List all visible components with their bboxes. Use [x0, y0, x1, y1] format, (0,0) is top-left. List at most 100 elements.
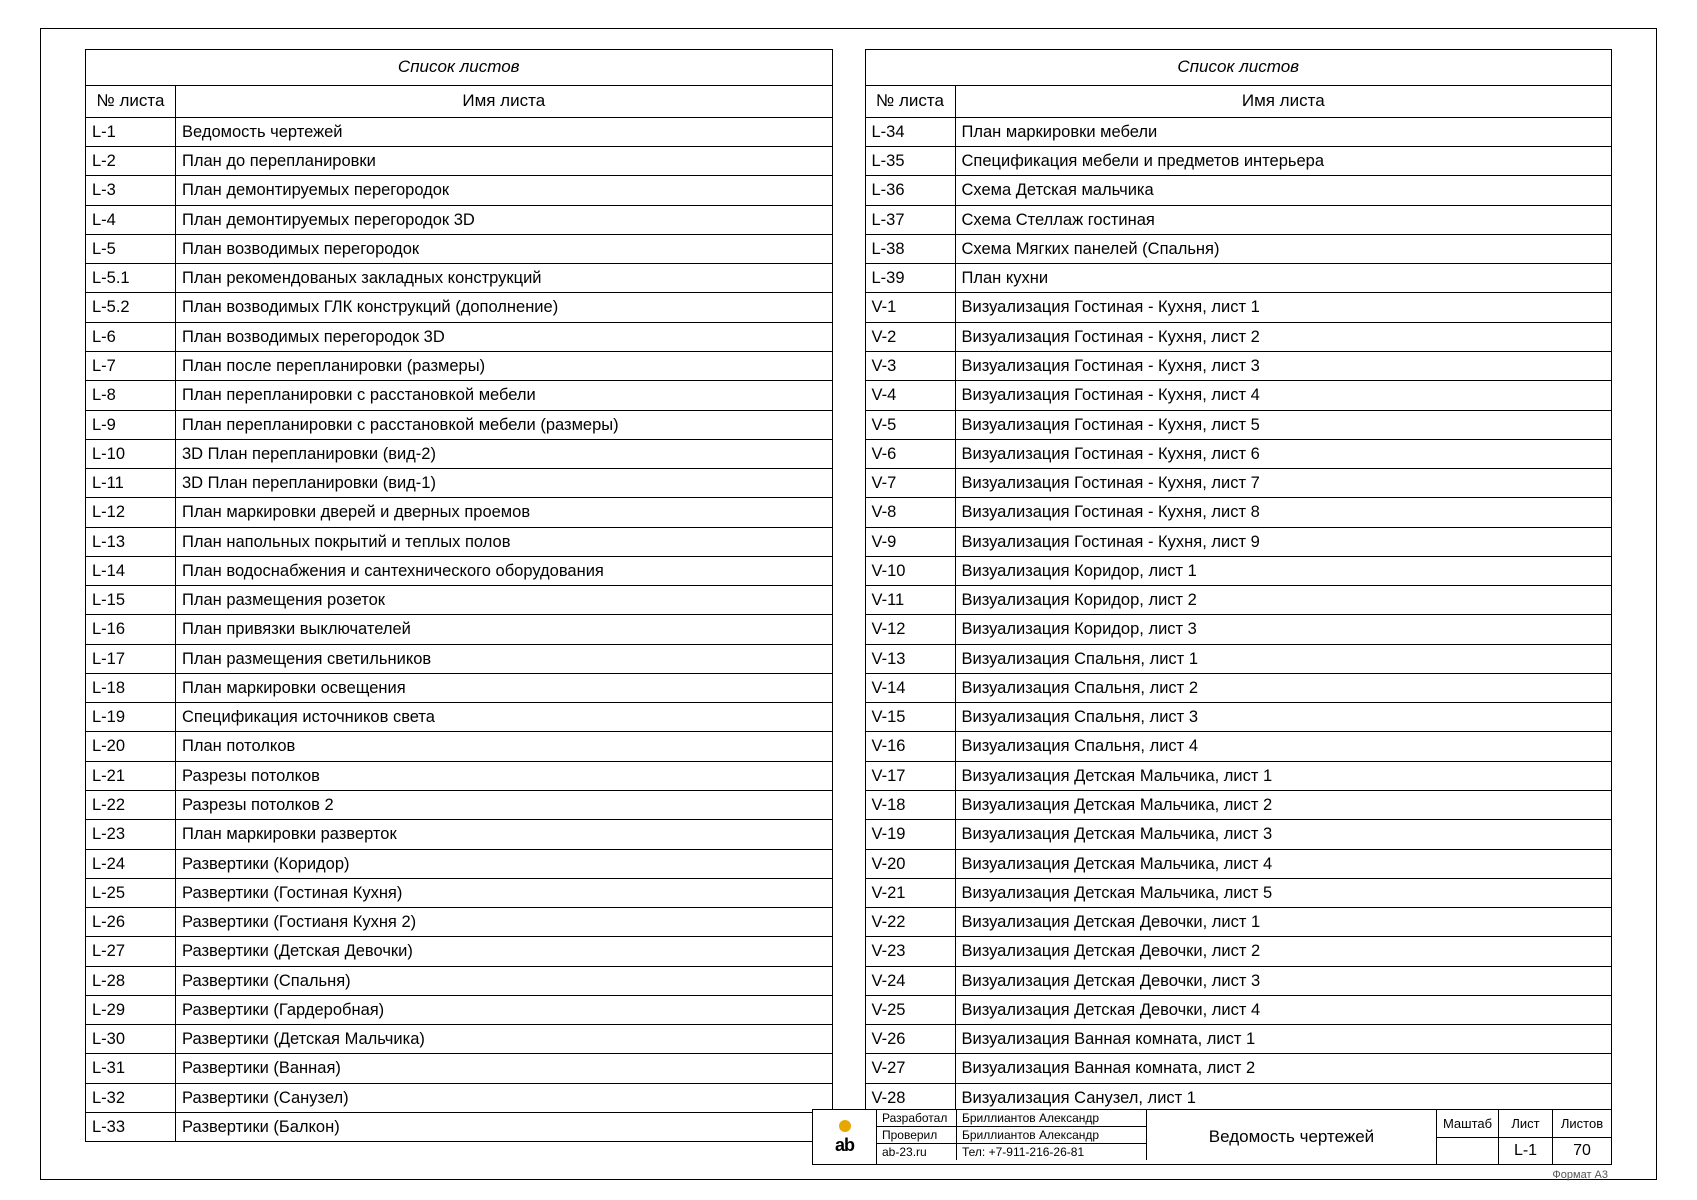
table-row: V-1Визуализация Гостиная - Кухня, лист 1	[865, 293, 1612, 322]
sheet-name: План демонтируемых перегородок	[176, 176, 833, 205]
sheet-number: V-13	[865, 644, 955, 673]
table-row: L-16План привязки выключателей	[86, 615, 833, 644]
checked-name: Бриллиантов Александр	[957, 1127, 1147, 1143]
sheet-name: Развертики (Коридор)	[176, 849, 833, 878]
table-row: V-16Визуализация Спальня, лист 4	[865, 732, 1612, 761]
sheet-name: План маркировки освещения	[176, 673, 833, 702]
scale-label: Маштаб	[1437, 1110, 1499, 1137]
table-row: V-22Визуализация Детская Девочки, лист 1	[865, 908, 1612, 937]
sheet-number: L-17	[86, 644, 176, 673]
sheet-number: V-2	[865, 322, 955, 351]
sheet-number: L-20	[86, 732, 176, 761]
table-row: L-26Развертики (Гостианя Кухня 2)	[86, 908, 833, 937]
format-label: Формат А3	[1552, 1169, 1608, 1181]
table-row: L-17План размещения светильников	[86, 644, 833, 673]
sheet-name: Визуализация Спальня, лист 3	[955, 703, 1612, 732]
table-row: L-30Развертики (Детская Мальчика)	[86, 1025, 833, 1054]
sheet-name: Визуализация Гостиная - Кухня, лист 2	[955, 322, 1612, 351]
table-row: L-33Развертики (Балкон)	[86, 1112, 833, 1141]
sheet-number: V-6	[865, 439, 955, 468]
sheet-number: V-3	[865, 352, 955, 381]
sheet-number: V-19	[865, 820, 955, 849]
table-row: L-23План маркировки разверток	[86, 820, 833, 849]
col-header-num: № листа	[86, 85, 176, 117]
sheet-name: План напольных покрытий и теплых полов	[176, 527, 833, 556]
sheet-number: V-15	[865, 703, 955, 732]
table-row: L-29Развертики (Гардеробная)	[86, 995, 833, 1024]
table-row: V-20Визуализация Детская Мальчика, лист …	[865, 849, 1612, 878]
table-row: L-22Разрезы потолков 2	[86, 790, 833, 819]
sheet-number: V-23	[865, 937, 955, 966]
table-row: L-14План водоснабжения и сантехнического…	[86, 556, 833, 585]
sheet-number: L-5.2	[86, 293, 176, 322]
table-row: L-9План перепланировки с расстановкой ме…	[86, 410, 833, 439]
sheet-name: Развертики (Санузел)	[176, 1083, 833, 1112]
sheet-number: V-11	[865, 586, 955, 615]
table-body-left: L-1Ведомость чертежейL-2План до переплан…	[86, 117, 833, 1141]
sheet-name: 3D План перепланировки (вид-1)	[176, 469, 833, 498]
table-row: V-2Визуализация Гостиная - Кухня, лист 2	[865, 322, 1612, 351]
sheet-name: План перепланировки с расстановкой мебел…	[176, 410, 833, 439]
sheet-name: Визуализация Коридор, лист 1	[955, 556, 1612, 585]
sheet-name: План маркировки дверей и дверных проемов	[176, 498, 833, 527]
sheet-name: Визуализация Ванная комната, лист 2	[955, 1054, 1612, 1083]
table-row: V-23Визуализация Детская Девочки, лист 2	[865, 937, 1612, 966]
sheet-number: V-1	[865, 293, 955, 322]
sheet-name: Визуализация Детская Мальчика, лист 1	[955, 761, 1612, 790]
sheet-name: Визуализация Детская Девочки, лист 4	[955, 995, 1612, 1024]
table-row: L-3План демонтируемых перегородок	[86, 176, 833, 205]
sheet-name: Визуализация Ванная комната, лист 1	[955, 1025, 1612, 1054]
table-row: L-18План маркировки освещения	[86, 673, 833, 702]
table-row: L-37Схема Стеллаж гостиная	[865, 205, 1612, 234]
table-row: L-39План кухни	[865, 264, 1612, 293]
table-row: V-15Визуализация Спальня, лист 3	[865, 703, 1612, 732]
sheet-name: Визуализация Детская Мальчика, лист 3	[955, 820, 1612, 849]
table-row: L-2План до перепланировки	[86, 147, 833, 176]
table-row: L-113D План перепланировки (вид-1)	[86, 469, 833, 498]
sheet-value: L-1	[1499, 1138, 1553, 1165]
sheet-number: V-7	[865, 469, 955, 498]
sheet-number: V-25	[865, 995, 955, 1024]
table-row: L-34План маркировки мебели	[865, 117, 1612, 146]
sheet-name: Развертики (Спальня)	[176, 966, 833, 995]
sheet-name: Визуализация Спальня, лист 4	[955, 732, 1612, 761]
sheet-number: L-2	[86, 147, 176, 176]
sheet-number: L-16	[86, 615, 176, 644]
sheet-number: V-21	[865, 878, 955, 907]
table-row: L-5.2План возводимых ГЛК конструкций (до…	[86, 293, 833, 322]
sheet-name: План размещения розеток	[176, 586, 833, 615]
sheet-number: L-26	[86, 908, 176, 937]
sheet-name: План водоснабжения и сантехнического обо…	[176, 556, 833, 585]
sheet-number: L-31	[86, 1054, 176, 1083]
sheet-number: L-8	[86, 381, 176, 410]
table-row: L-24Развертики (Коридор)	[86, 849, 833, 878]
sheet-name: Схема Детская мальчика	[955, 176, 1612, 205]
sheet-number: L-13	[86, 527, 176, 556]
sheet-number: L-4	[86, 205, 176, 234]
sheet-name: Визуализация Спальня, лист 1	[955, 644, 1612, 673]
sheet-number: L-24	[86, 849, 176, 878]
sheet-name: Спецификация источников света	[176, 703, 833, 732]
sheet-name: Ведомость чертежей	[176, 117, 833, 146]
sheet-name: Визуализация Детская Мальчика, лист 5	[955, 878, 1612, 907]
sheet-number: L-34	[865, 117, 955, 146]
sheet-name: Визуализация Детская Мальчика, лист 2	[955, 790, 1612, 819]
table-row: L-28Развертики (Спальня)	[86, 966, 833, 995]
sheet-number: L-36	[865, 176, 955, 205]
sheet-number: L-33	[86, 1112, 176, 1141]
sheet-number: V-4	[865, 381, 955, 410]
sheet-name: План после перепланировки (размеры)	[176, 352, 833, 381]
table-row: L-103D План перепланировки (вид-2)	[86, 439, 833, 468]
sheet-name: Развертики (Гостианя Кухня 2)	[176, 908, 833, 937]
sheet-list-right: Список листов № листа Имя листа L-34План…	[865, 49, 1613, 1142]
sheet-name: План маркировки мебели	[955, 117, 1612, 146]
sheet-name: Развертики (Балкон)	[176, 1112, 833, 1141]
sheet-name: Разрезы потолков 2	[176, 790, 833, 819]
sheet-name: Развертики (Гардеробная)	[176, 995, 833, 1024]
sheet-name: Визуализация Детская Мальчика, лист 4	[955, 849, 1612, 878]
table-row: V-17Визуализация Детская Мальчика, лист …	[865, 761, 1612, 790]
sheet-name: Визуализация Гостиная - Кухня, лист 1	[955, 293, 1612, 322]
sheet-number: L-14	[86, 556, 176, 585]
table-row: V-27Визуализация Ванная комната, лист 2	[865, 1054, 1612, 1083]
table-row: V-18Визуализация Детская Мальчика, лист …	[865, 790, 1612, 819]
